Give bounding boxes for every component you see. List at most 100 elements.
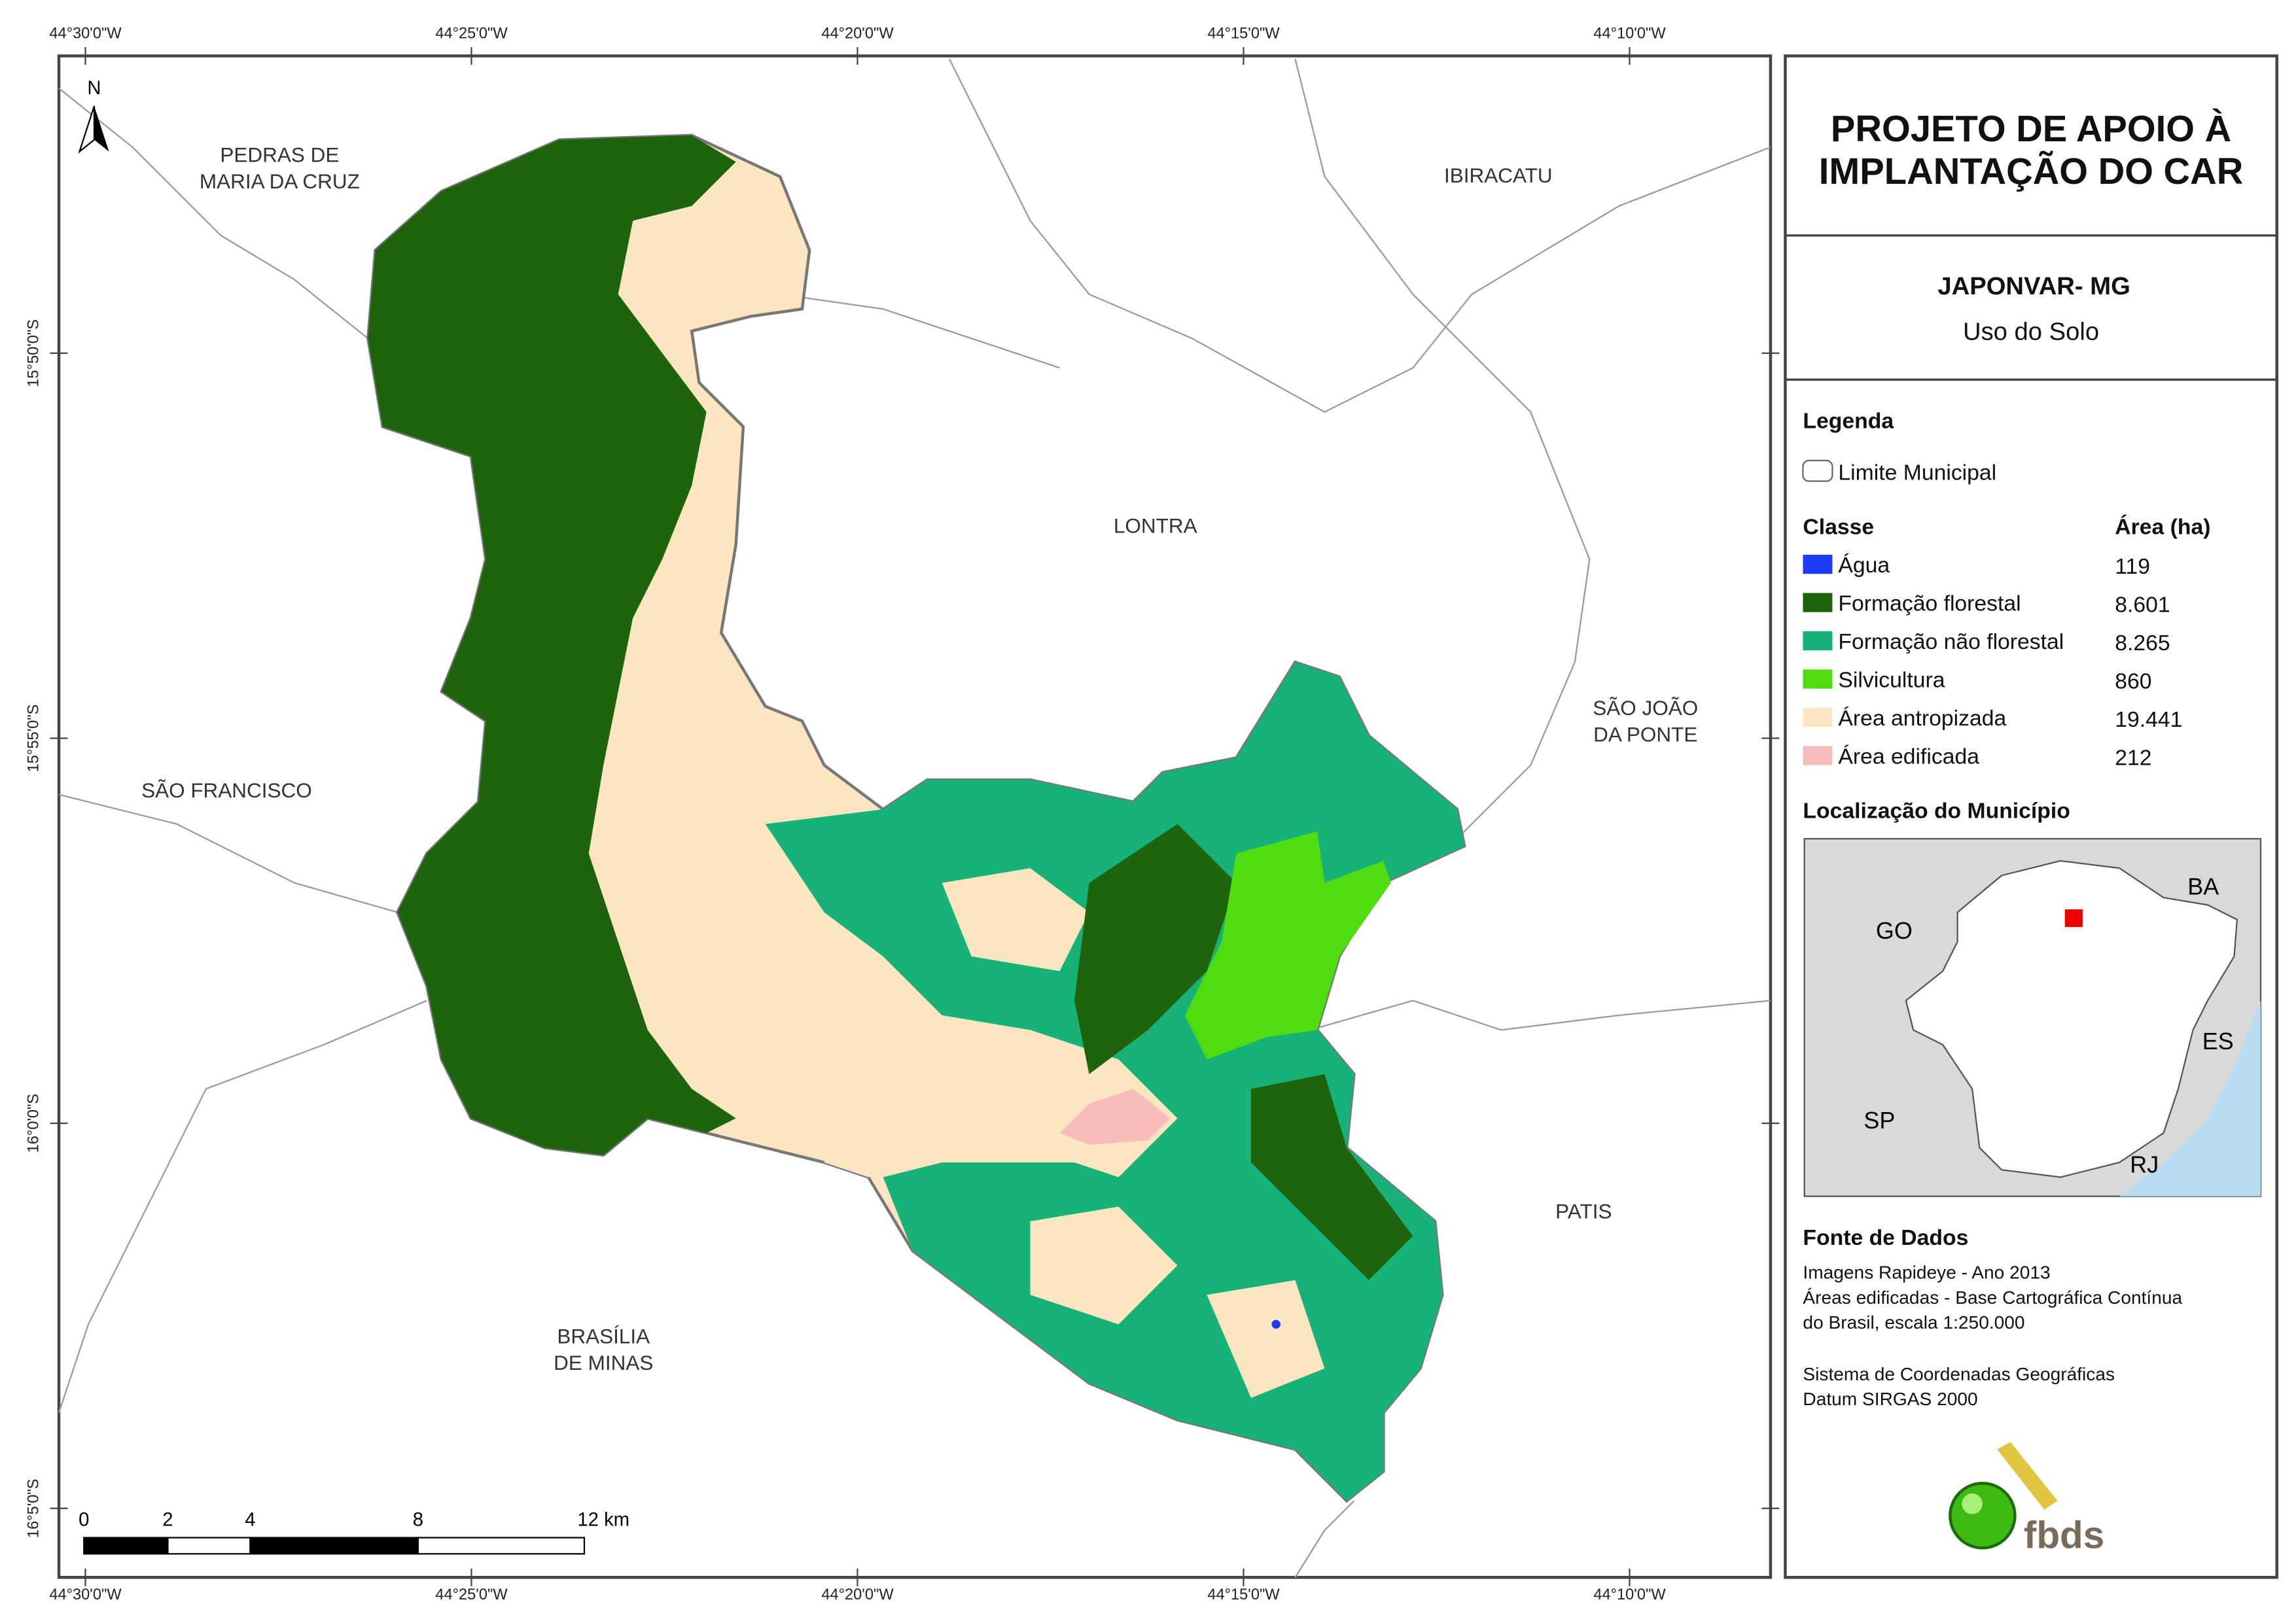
inset-marker [2064,909,2083,928]
class-name: Silvicultura [1838,667,1945,692]
subtitle: JAPONVAR- MG [1937,272,2130,300]
title-line: IMPLANTAÇÃO DO CAR [1819,150,2244,192]
north-arrow-right [94,105,109,152]
silviculture-zone [1184,831,1391,1060]
neighbor-label: LONTRA [1114,514,1197,537]
inset-sea [2119,1000,2261,1196]
scale-segment [417,1537,586,1555]
neighbor-line: BRASÍLIA [557,1325,650,1348]
source-line: Imagens Rapideye - Ano 2013 [1803,1263,2050,1283]
north-arrow: N [78,78,109,154]
forest-zone [368,135,1413,1280]
class-swatch [1803,593,1833,612]
source-line: Sistema de Coordenadas Geográficas [1803,1364,2115,1384]
neighbor-label: PEDRAS DE MARIA DA CRUZ [200,143,360,192]
class-area: 8.265 [2115,631,2170,655]
class-name: Área edificada [1838,744,1979,769]
class-area: 8.601 [2115,593,2170,618]
boundary-label: Limite Municipal [1838,460,1996,485]
scale-segment [249,1537,419,1555]
class-swatch [1803,669,1833,689]
scale-segment [83,1537,169,1555]
longitude-label: 44°25'0"W [435,1586,508,1603]
source-line: do Brasil, escala 1:250.000 [1803,1312,2024,1333]
legend-heading: Legenda [1803,409,1894,434]
class-area: 212 [2115,746,2151,771]
theme: Uso do Solo [1963,318,2099,346]
longitude-label: 44°10'0"W [1593,25,1666,42]
logo-highlight [1962,1493,1983,1514]
class-heading: Classe [1803,515,1874,540]
scale-label: 2 [162,1510,173,1531]
logo-circle [1949,1482,2017,1550]
latitude-label: 16°5'0"S [26,1478,43,1538]
scale-label: 4 [245,1510,255,1531]
neighbor-label: IBIRACATU [1444,164,1553,187]
longitude-label: 44°25'0"W [435,25,508,42]
class-area: 19.441 [2115,707,2182,732]
neighbor-line: MARIA DA CRUZ [200,169,360,193]
neighbor-label: PATIS [1555,1199,1612,1223]
side-panel: PROJETO DE APOIO À IMPLANTAÇÃO DO CAR JAP… [1784,54,2278,1579]
scale-label: 8 [413,1510,423,1531]
title: PROJETO DE APOIO À IMPLANTAÇÃO DO CAR [1819,108,2244,192]
class-area: 119 [2115,554,2150,579]
longitude-label: 44°30'0"W [49,25,122,42]
source-line: Áreas edificadas - Base Cartográfica Con… [1803,1287,2182,1308]
class-swatch [1803,707,1833,727]
class-swatch [1803,554,1833,574]
neighbor-line: SÃO JOÃO [1593,696,1698,720]
state-label: RJ [2130,1151,2159,1178]
title-line: PROJETO DE APOIO À [1831,108,2231,149]
built-area [1059,1089,1171,1145]
class-name: Formação florestal [1838,591,2021,616]
north-label: N [87,78,101,99]
inset-state [1905,860,2238,1178]
state-label: ES [2202,1028,2234,1055]
logo-bar [1997,1442,2058,1510]
scale-label: 12 km [577,1510,629,1531]
scale-segment [167,1537,251,1555]
state-label: SP [1863,1107,1895,1134]
source-line: Datum SIRGAS 2000 [1803,1389,1977,1409]
latitude-label: 16°0'0"S [26,1094,43,1153]
class-name: Área antropizada [1838,706,2006,731]
graticule-labels: 44°30'0"W 44°30'0"W 44°25'0"W 44°25'0"W 44°2… [26,25,1780,1603]
boundary-swatch [1802,459,1833,482]
panel-border [1784,54,2278,1579]
water-body [1271,1319,1280,1329]
longitude-label: 44°15'0"W [1207,1586,1280,1603]
sources-heading: Fonte de Dados [1803,1225,1968,1250]
map-frame: PEDRAS DE MARIA DA CRUZ IBIRACATU LONTRA … [57,54,1773,1579]
logo: fbds [1949,1442,2104,1556]
neighbor-line: DA PONTE [1593,723,1697,746]
neighbor-label: BRASÍLIA DE MINAS [554,1325,653,1374]
class-name: Água [1838,553,1890,578]
location-heading: Localização do Município [1803,799,2070,824]
neighbor-label: SÃO JOÃO DA PONTE [1593,696,1698,746]
neighbor-line: PEDRAS DE [220,143,339,166]
neighbor-label: SÃO FRANCISCO [141,778,312,802]
state-label: BA [2187,873,2219,900]
longitude-label: 44°20'0"W [821,1586,894,1603]
area-heading: Área (ha) [2115,515,2210,540]
longitude-label: 44°20'0"W [821,25,894,42]
longitude-label: 44°30'0"W [49,1586,122,1603]
north-arrow-left [78,105,96,154]
inset-map: GO BA ES SP RJ [1803,837,2262,1197]
longitude-label: 44°15'0"W [1207,25,1280,42]
scale-label: 0 [79,1510,89,1531]
longitude-label: 44°10'0"W [1593,1586,1666,1603]
state-label: GO [1876,917,1913,944]
class-swatch [1803,746,1833,765]
latitude-label: 15°55'0"S [26,705,43,773]
class-name: Formação não florestal [1838,629,2064,654]
scale-bar: 0 2 4 8 12 km [79,1510,629,1555]
logo-text: fbds [2024,1514,2104,1556]
legend-classes: Água 119 Formação florestal 8.601 Formação n… [1803,553,2182,771]
class-swatch [1803,631,1833,651]
neighbor-line: DE MINAS [554,1351,653,1374]
latitude-label: 15°50'0"S [26,319,43,387]
class-area: 860 [2115,669,2151,694]
